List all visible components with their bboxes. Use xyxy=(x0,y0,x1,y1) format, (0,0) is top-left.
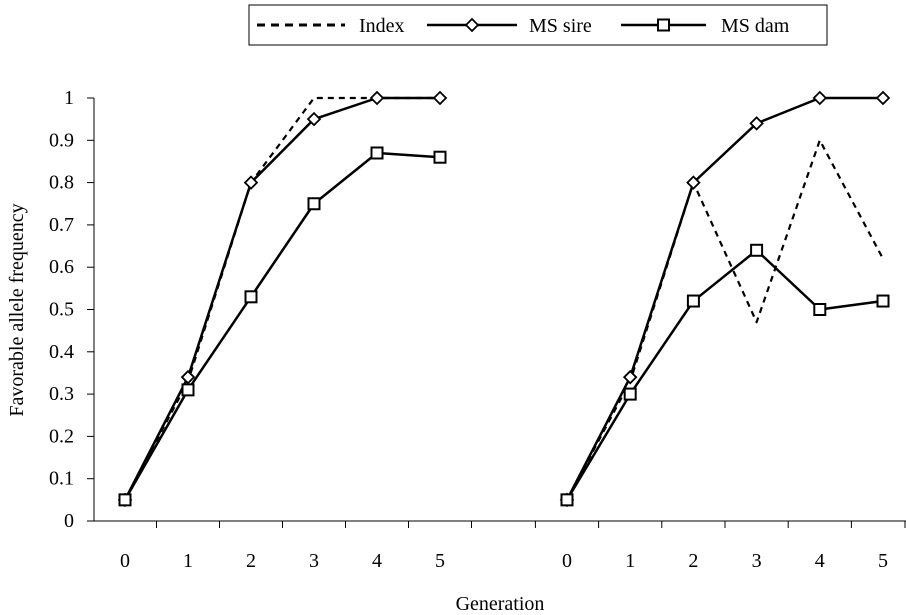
point-ms-sire xyxy=(306,111,322,127)
point-ms-sire xyxy=(875,90,891,106)
x-tick-label: 1 xyxy=(625,550,635,572)
point-ms-dam xyxy=(623,387,637,401)
legend-label-ms-dam: MS dam xyxy=(721,15,790,37)
series-line-ms-sire xyxy=(565,96,883,501)
x-tick-label: 4 xyxy=(372,550,382,572)
y-axis-label: Favorable allele frequency xyxy=(6,203,28,416)
x-axis-label: Generation xyxy=(456,593,545,615)
series-line-index xyxy=(566,139,884,501)
x-tick-label: 2 xyxy=(688,550,698,572)
y-tick-label: 0.3 xyxy=(49,383,74,405)
x-tick-label: 4 xyxy=(815,550,825,572)
point-ms-dam xyxy=(750,243,764,257)
y-tick-label: 0.6 xyxy=(49,256,74,278)
y-tick-label: 0.8 xyxy=(49,172,74,194)
legend-marker-ms-dam xyxy=(657,18,670,32)
x-tick-label: 0 xyxy=(120,550,130,572)
point-ms-dam xyxy=(433,150,447,164)
legend-marker-ms-sire xyxy=(464,17,480,33)
legend-box xyxy=(248,4,828,46)
point-ms-dam xyxy=(813,303,827,316)
series-line-ms-dam xyxy=(565,249,884,501)
y-tick-label: 0.7 xyxy=(49,214,74,236)
x-tick-label: 5 xyxy=(878,550,888,572)
legend-label-ms-sire: MS sire xyxy=(529,15,592,37)
axes: 0 0.1 0.2 0.3 0.4 0.5 0.6 0.7 0.8 0.9 1 0 1 2 3 4 5 0 1 2 3 4… xyxy=(49,87,906,572)
y-tick-label: 1 xyxy=(64,87,74,109)
x-tick-label: 2 xyxy=(246,550,256,572)
point-ms-sire xyxy=(812,90,828,106)
plot-area xyxy=(117,90,891,508)
x-tick-label: 1 xyxy=(183,550,193,572)
y-tick-label: 0.2 xyxy=(49,425,74,447)
x-tick-label: 3 xyxy=(309,550,319,572)
point-ms-sire xyxy=(180,369,196,385)
series-line-index xyxy=(124,96,440,501)
point-ms-dam xyxy=(370,146,384,160)
series-line-ms-dam xyxy=(123,151,441,501)
point-ms-dam xyxy=(118,493,132,507)
legend-label-index: Index xyxy=(359,15,405,37)
point-ms-sire xyxy=(243,175,259,190)
point-ms-sire xyxy=(686,175,701,190)
series-line-ms-sire xyxy=(123,96,440,501)
y-tick-label: 0.5 xyxy=(49,299,74,321)
point-ms-sire xyxy=(432,90,448,106)
point-ms-sire xyxy=(622,369,638,385)
point-ms-sire xyxy=(369,90,385,106)
point-ms-dam xyxy=(181,383,195,397)
point-ms-dam xyxy=(686,294,700,308)
point-ms-dam xyxy=(307,197,321,211)
x-tick-label: 5 xyxy=(435,550,445,572)
legend: Index MS sire MS dam xyxy=(248,4,828,46)
y-tick-label: 0.4 xyxy=(49,341,74,363)
point-ms-dam xyxy=(244,290,258,304)
x-tick-label: 0 xyxy=(562,550,572,572)
point-ms-sire xyxy=(749,116,764,131)
point-ms-dam xyxy=(560,493,574,507)
point-ms-dam xyxy=(876,294,890,308)
x-tick-label: 3 xyxy=(752,550,762,572)
y-tick-label: 0 xyxy=(64,510,74,532)
y-tick-label: 0.9 xyxy=(49,129,74,151)
y-tick-label: 0.1 xyxy=(49,468,74,490)
